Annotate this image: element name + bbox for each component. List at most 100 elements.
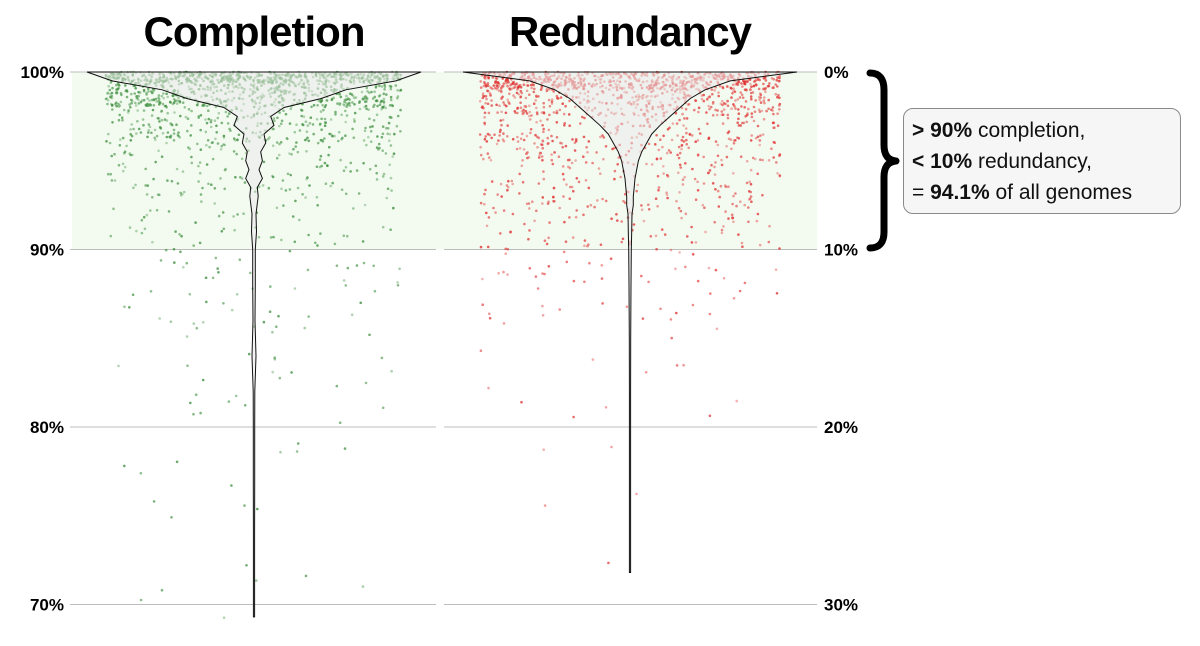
redundancy-point	[750, 97, 753, 101]
completion-point	[108, 141, 112, 145]
redundancy-point	[763, 96, 766, 99]
redundancy-point	[649, 235, 653, 238]
redundancy-point	[604, 199, 608, 203]
completion-point	[396, 284, 400, 287]
redundancy-point	[523, 104, 526, 108]
redundancy-point	[759, 93, 763, 96]
completion-point	[160, 118, 164, 122]
redundancy-point	[568, 197, 572, 200]
completion-point	[119, 138, 122, 141]
completion-point	[284, 189, 288, 192]
completion-point	[344, 134, 347, 137]
redundancy-point	[767, 240, 771, 244]
completion-point	[305, 130, 309, 133]
completion-point	[383, 88, 386, 91]
completion-point	[284, 112, 288, 116]
completion-point	[118, 113, 121, 117]
redundancy-point	[736, 83, 740, 86]
redundancy-point	[686, 103, 690, 106]
completion-point	[120, 116, 124, 119]
redundancy-point	[748, 198, 751, 201]
redundancy-point	[516, 140, 520, 143]
completion-point	[345, 98, 348, 101]
redundancy-point	[519, 101, 522, 104]
redundancy-point	[493, 86, 497, 90]
redundancy-point	[548, 104, 552, 108]
redundancy-point	[610, 445, 613, 449]
redundancy-point	[547, 265, 551, 268]
redundancy-point	[722, 276, 726, 280]
redundancy-point	[759, 96, 762, 99]
completion-point	[309, 116, 313, 119]
redundancy-point	[521, 159, 524, 162]
completion-point	[338, 421, 342, 425]
redundancy-point	[533, 142, 536, 145]
redundancy-point	[489, 94, 492, 97]
redundancy-point	[763, 101, 766, 105]
redundancy-point	[512, 94, 515, 97]
redundancy-point	[593, 205, 596, 209]
redundancy-point	[487, 386, 490, 390]
completion-point	[108, 95, 112, 99]
redundancy-point	[727, 185, 730, 188]
redundancy-point	[547, 87, 551, 91]
redundancy-point	[487, 76, 490, 79]
redundancy-point	[749, 190, 752, 194]
completion-point	[385, 196, 389, 200]
completion-point	[186, 129, 189, 133]
completion-point	[381, 106, 385, 109]
redundancy-point	[483, 116, 486, 119]
completion-point	[355, 169, 359, 172]
redundancy-point	[522, 83, 526, 86]
completion-point	[201, 378, 205, 382]
redundancy-point	[542, 105, 546, 109]
completion-point	[107, 132, 110, 136]
completion-point	[152, 177, 155, 181]
redundancy-point	[696, 279, 700, 283]
redundancy-point	[732, 142, 736, 145]
redundancy-point	[557, 155, 561, 158]
redundancy-point	[497, 139, 500, 142]
redundancy-point	[516, 107, 519, 110]
redundancy-point	[731, 202, 734, 206]
completion-point	[147, 123, 151, 126]
redundancy-point	[504, 111, 508, 115]
completion-point	[192, 244, 195, 247]
redundancy-point	[740, 93, 744, 97]
completion-point	[368, 333, 371, 337]
completion-point	[175, 460, 179, 464]
completion-point	[222, 143, 225, 146]
redundancy-point	[533, 87, 536, 91]
completion-point	[167, 210, 171, 213]
completion-point	[380, 135, 384, 139]
redundancy-point	[569, 185, 572, 189]
completion-point	[126, 111, 130, 114]
redundancy-point	[532, 83, 535, 87]
redundancy-point	[485, 83, 488, 87]
redundancy-point	[496, 193, 500, 196]
completion-point	[315, 165, 319, 168]
redundancy-point	[680, 138, 684, 142]
completion-point	[383, 83, 386, 87]
completion-point	[278, 376, 282, 380]
completion-point	[319, 122, 322, 126]
completion-point	[177, 131, 180, 134]
redundancy-point	[756, 135, 760, 139]
completion-point	[380, 85, 384, 88]
redundancy-point	[758, 92, 762, 95]
completion-point	[192, 322, 196, 325]
redundancy-point	[705, 98, 709, 101]
redundancy-point	[776, 112, 779, 115]
completion-point	[213, 187, 217, 190]
completion-point	[173, 111, 176, 114]
redundancy-point	[572, 279, 576, 283]
redundancy-point	[732, 87, 736, 90]
completion-point	[316, 204, 320, 207]
redundancy-point	[669, 318, 673, 321]
redundancy-point	[743, 82, 747, 86]
completion-point	[359, 301, 363, 305]
completion-point	[104, 97, 108, 101]
redundancy-point	[479, 86, 483, 89]
redundancy-point	[488, 312, 491, 316]
completion-point	[172, 98, 176, 101]
